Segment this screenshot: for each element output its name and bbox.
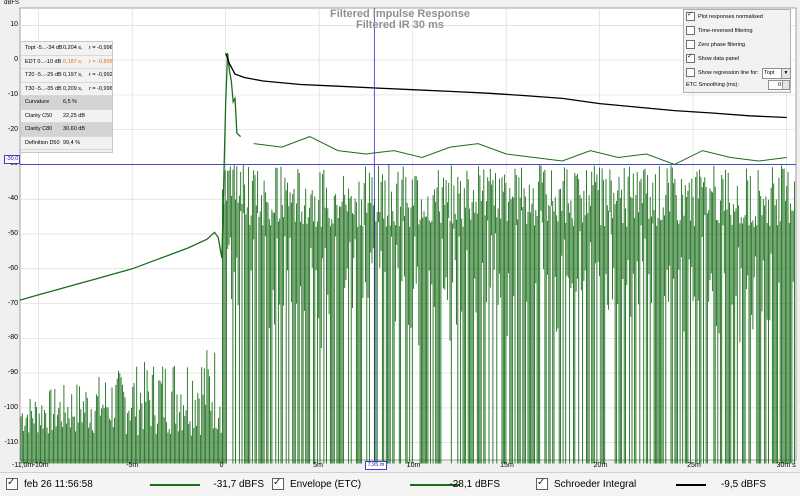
- data-panel-row: Curvature 6,5 %: [21, 96, 112, 110]
- legend-item-schroeder[interactable]: Schroeder Integral: [536, 476, 636, 491]
- data-panel-value: 99,4 %: [63, 139, 81, 146]
- legend-line-measurement: [150, 484, 200, 486]
- plot-normalised-option[interactable]: Plot responses normalised: [686, 10, 763, 22]
- show-panel-option[interactable]: Show data panel: [686, 52, 739, 64]
- x-tick-label: 30m s: [776, 462, 796, 469]
- data-panel-label: Topt -5...-34 dB: [25, 45, 63, 51]
- y-tick-label: -100: [3, 403, 18, 411]
- y-tick-label: -70: [7, 299, 18, 307]
- series-envelope-peaks: [253, 136, 787, 166]
- data-panel-value: 6,5 %: [63, 99, 78, 105]
- data-panel-r: r = -0,895: [89, 58, 112, 65]
- checkbox-icon[interactable]: [686, 26, 695, 36]
- legend-bar: feb 26 11:56:58 -31,7 dBFS Envelope (ETC…: [0, 472, 800, 496]
- data-panel: Topt -5...-34 dB0,204 s, r = -0,996 EDT 0.…: [20, 41, 113, 153]
- smoothing-label: ETC Smoothing (ms):: [686, 82, 739, 88]
- data-panel-label: Definition D50: [25, 139, 60, 146]
- data-panel-label: Clarity C50: [25, 112, 53, 119]
- x-tick-label: -11,0m: [12, 462, 34, 469]
- data-panel-label: Clarity C80: [25, 126, 53, 132]
- data-panel-label: Curvature: [25, 99, 50, 105]
- x-tick-label: 10m: [406, 462, 421, 469]
- data-panel-row: T20 -5...-25 dB0,197 s, r = -0,992: [21, 69, 112, 83]
- smoothing-input[interactable]: 0: [768, 80, 783, 90]
- time-reversed-option[interactable]: Time-reversed filtering: [686, 26, 753, 36]
- legend-line-schroeder: [676, 484, 706, 486]
- data-panel-value: 0,187 s,: [63, 58, 83, 65]
- data-panel-value: 30,60 dB: [63, 126, 86, 132]
- checkbox-icon[interactable]: [272, 476, 284, 491]
- cursor-x-readout: 7,95 m: [365, 461, 387, 470]
- x-tick-label: -5m: [126, 462, 139, 469]
- y-tick-label: -110: [4, 438, 19, 446]
- data-panel-label: EDT 0...-10 dB: [25, 58, 62, 65]
- smoothing-spinner[interactable]: [782, 80, 790, 90]
- checkbox-icon[interactable]: [686, 68, 695, 78]
- y-tick-label: -50: [7, 230, 18, 237]
- data-panel-value: 22,25 dB: [63, 112, 86, 119]
- y-axis-label: dBFS: [4, 0, 20, 6]
- y-tick-label: -10: [7, 90, 18, 98]
- legend-item-measurement[interactable]: feb 26 11:56:58: [6, 476, 93, 491]
- data-panel-value: 0,209 s,: [63, 85, 83, 92]
- data-panel-r: r = -0,996: [89, 45, 112, 51]
- checkbox-icon[interactable]: [686, 40, 695, 50]
- data-panel-value: 0,197 s,: [63, 72, 83, 78]
- chart-subtitle: Filtered IR 30 ms: [355, 19, 445, 31]
- data-panel-r: r = -0,996: [89, 85, 112, 92]
- y-tick-label: -80: [7, 334, 18, 342]
- checkbox-icon[interactable]: [536, 476, 548, 491]
- y-tick-label: 10: [10, 21, 18, 29]
- legend-value-envelope: -28,1 dBFS: [449, 479, 500, 490]
- x-tick-label: 20m: [593, 462, 608, 469]
- x-tick-label: 15m: [500, 462, 514, 469]
- x-tick-label: 5m: [313, 462, 323, 469]
- legend-value-schroeder: -9,5 dBFS: [720, 479, 766, 490]
- chevron-down-icon[interactable]: ▼: [781, 68, 791, 79]
- regression-select[interactable]: Topt: [762, 68, 783, 79]
- series-line: [225, 52, 787, 119]
- legend-item-envelope[interactable]: Envelope (ETC): [272, 476, 361, 491]
- data-panel-row: Definition D50 99,4 %: [21, 137, 112, 150]
- x-tick-label: 25m: [687, 462, 701, 469]
- data-panel-row: Topt -5...-34 dB0,204 s, r = -0,996: [21, 42, 112, 56]
- zero-phase-option[interactable]: Zero phase filtering: [686, 40, 745, 50]
- checkbox-icon[interactable]: [6, 476, 18, 491]
- chart-title: Filtered Impulse Response: [330, 8, 470, 20]
- show-regression-option[interactable]: Show regression line for:: [686, 68, 759, 78]
- checkbox-icon[interactable]: [686, 52, 695, 64]
- data-panel-r: r = -0,992: [89, 72, 112, 78]
- checkbox-icon[interactable]: [686, 10, 695, 22]
- legend-line-envelope: [410, 484, 460, 486]
- data-panel-row: Clarity C80 30,60 dB: [21, 123, 112, 137]
- y-tick-label: -60: [7, 264, 18, 272]
- y-tick-label: 0: [14, 56, 18, 64]
- plot-area[interactable]: [0, 0, 800, 472]
- data-panel-value: 0,204 s,: [63, 45, 83, 51]
- y-tick-label: -90: [7, 369, 18, 377]
- data-panel-row: EDT 0...-10 dB 0,187 s, r = -0,895: [21, 56, 112, 69]
- legend-value-measurement: -31,7 dBFS: [213, 479, 264, 490]
- x-tick-label: -10m: [32, 462, 49, 469]
- y-tick-label: -20: [7, 125, 18, 133]
- options-panel: Plot responses normalised Time-reversed …: [683, 9, 791, 93]
- data-panel-label: T30 -5...-35 dB: [25, 85, 62, 92]
- x-tick-label: 0: [219, 462, 224, 469]
- data-panel-row: T30 -5...-35 dB0,209 s, r = -0,996: [21, 83, 112, 96]
- data-panel-label: T20 -5...-25 dB: [25, 72, 62, 78]
- series-line: [19, 53, 242, 301]
- y-tick-label: -40: [7, 195, 18, 203]
- data-panel-row: Clarity C50 22,25 dB: [21, 110, 112, 123]
- cursor-y-readout: -30,0: [4, 155, 20, 164]
